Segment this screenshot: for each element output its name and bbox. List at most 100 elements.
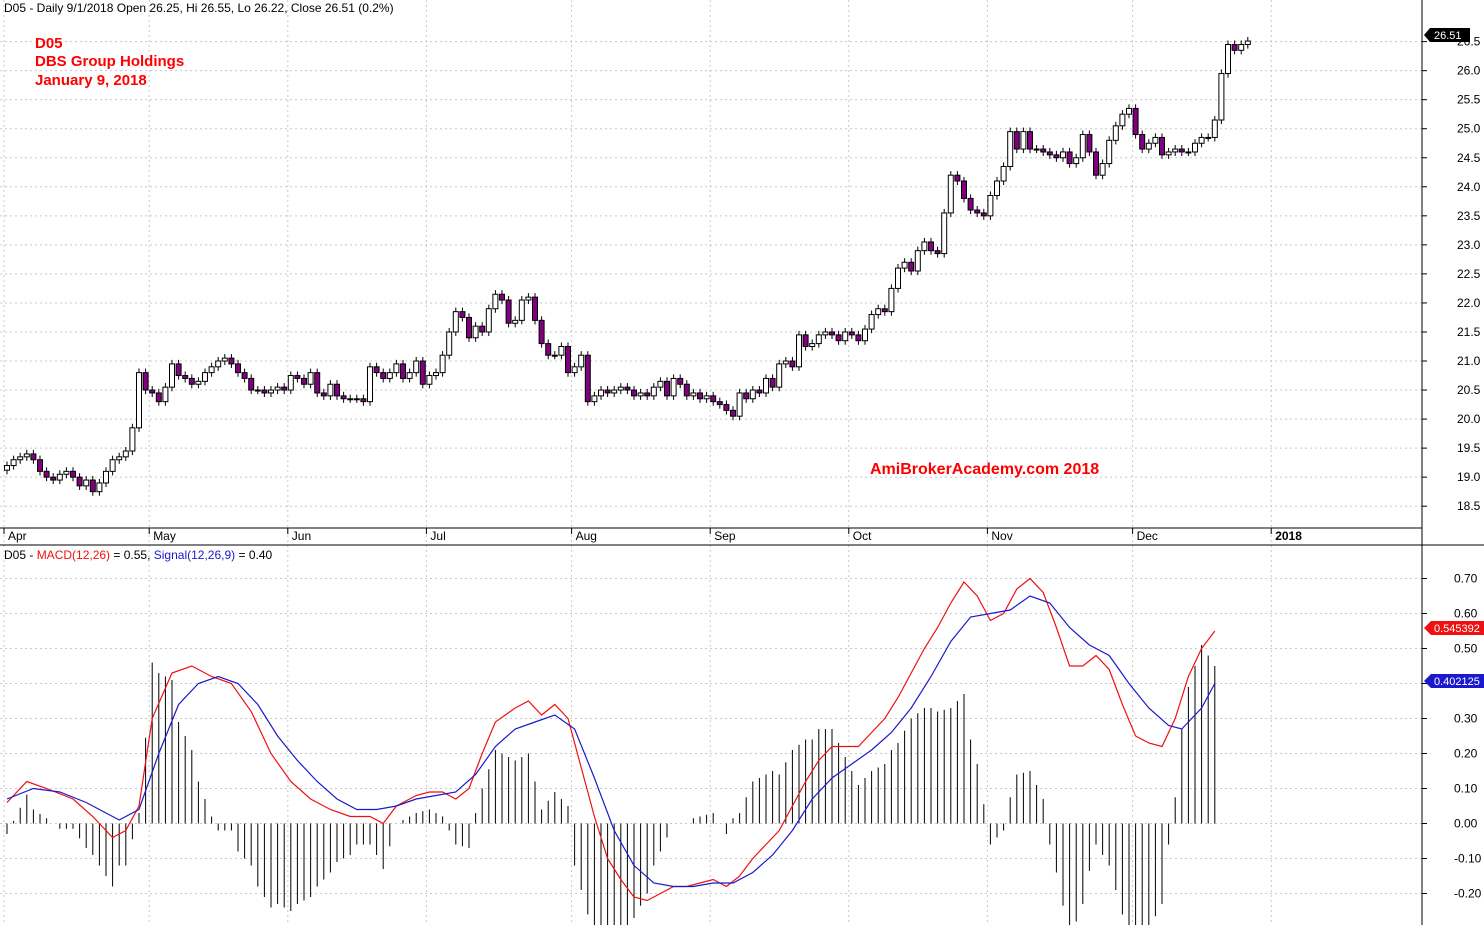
macd-y-tick-label: 0.10 (1454, 782, 1478, 796)
candle (598, 385, 604, 400)
candle (89, 475, 96, 496)
candle (353, 394, 360, 403)
candle (248, 374, 255, 395)
candle (631, 385, 637, 400)
price-y-tick-label: 20.5 (1457, 383, 1481, 397)
candle (327, 380, 334, 400)
candle (908, 258, 915, 276)
candle (96, 478, 103, 496)
macd-y-tick-label: 0.30 (1454, 712, 1478, 726)
candle (1132, 104, 1139, 139)
candle (1139, 130, 1146, 154)
candle (4, 461, 10, 475)
candle (287, 371, 294, 395)
candle (37, 455, 43, 476)
signal-tag-value: 0.402125 (1434, 676, 1480, 688)
candle (736, 388, 743, 421)
price-y-tick-label: 24.5 (1457, 151, 1481, 165)
candle (76, 473, 83, 490)
candle (10, 455, 17, 470)
candle (208, 362, 215, 377)
candle (1027, 127, 1033, 154)
candle (947, 171, 954, 217)
candle (439, 351, 446, 377)
candle (565, 342, 571, 377)
candle (1046, 147, 1053, 159)
candle (842, 327, 849, 345)
macd-header-prefix: D05 - (4, 548, 37, 562)
candle (1093, 147, 1099, 180)
candle (551, 351, 558, 360)
candle (868, 310, 875, 334)
candle (1185, 147, 1192, 157)
price-y-tick-label: 22.5 (1457, 267, 1481, 281)
candle (228, 354, 235, 368)
candle (149, 385, 156, 398)
candle (472, 322, 479, 342)
candle (307, 368, 314, 389)
price-y-tick-label: 23.0 (1457, 238, 1481, 252)
candle (921, 237, 928, 255)
candle (136, 368, 142, 432)
macd-panel-header: D05 - MACD(12,26) = 0.55, Signal(12,26,9… (4, 548, 272, 562)
candle (1145, 139, 1152, 154)
macd-histogram (6, 645, 1216, 930)
month-label: 2018 (1275, 529, 1302, 543)
price-y-tick-label: 25.0 (1457, 122, 1481, 136)
candle (268, 385, 274, 398)
candle (809, 339, 816, 351)
candle (1112, 121, 1119, 145)
candle (716, 397, 723, 409)
month-label: Oct (853, 529, 872, 543)
candle (835, 330, 842, 345)
candle (888, 284, 895, 316)
candle (1053, 150, 1060, 162)
candle (281, 383, 288, 395)
month-label: Dec (1137, 529, 1158, 543)
candle (1020, 127, 1027, 154)
candle (373, 362, 380, 377)
candle (360, 394, 367, 406)
candle (413, 356, 420, 377)
candle (1172, 144, 1179, 157)
month-label: May (153, 529, 176, 543)
candle (782, 356, 789, 368)
price-y-tick-label: 21.5 (1457, 325, 1481, 339)
candle (109, 455, 116, 476)
candle (644, 388, 651, 400)
candle (657, 377, 664, 392)
candle (188, 374, 195, 389)
candle (901, 258, 908, 273)
price-y-tick-label: 22.0 (1457, 296, 1481, 310)
candle (129, 423, 136, 456)
candle (829, 327, 835, 339)
candle (855, 330, 862, 345)
candle (485, 304, 492, 337)
candle (202, 368, 208, 386)
candle (604, 385, 611, 398)
macd-y-tick-label: -0.10 (1454, 852, 1482, 866)
candle (433, 368, 439, 380)
chart-title-company: DBS Group Holdings (35, 53, 184, 70)
candle (1218, 69, 1225, 125)
candlestick-series (4, 36, 1251, 496)
candle (505, 295, 512, 328)
candle (789, 356, 796, 371)
last-price-value: 26.51 (1434, 30, 1462, 42)
candle (347, 394, 354, 403)
candle (776, 359, 783, 392)
candle (380, 368, 387, 383)
chart-title-symbol: D05 (35, 35, 63, 52)
candle (320, 388, 327, 400)
candle (954, 171, 961, 186)
macd-y-tick-label: 0.70 (1454, 572, 1478, 586)
candle (584, 351, 591, 406)
candle (1238, 40, 1245, 55)
candle (419, 356, 426, 389)
candle (400, 359, 406, 383)
candle (235, 359, 241, 377)
candle (822, 327, 829, 339)
candle (532, 293, 538, 325)
